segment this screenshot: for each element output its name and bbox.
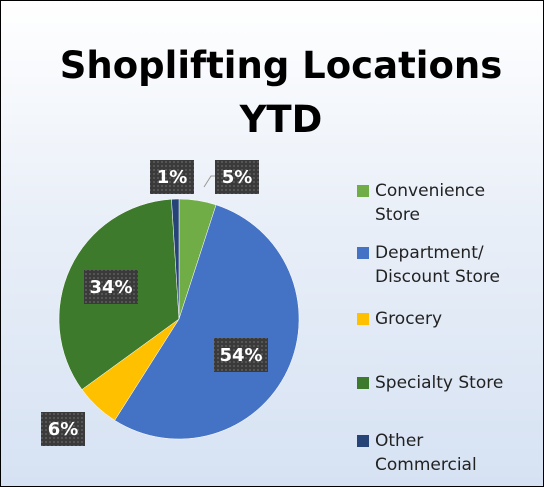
data-label-box xyxy=(84,270,138,304)
data-label: 6% xyxy=(48,419,79,440)
legend-swatch xyxy=(357,185,369,197)
legend-label: Grocery xyxy=(375,309,443,329)
chart-title: Shoplifting Locations YTD xyxy=(59,44,503,141)
data-label: 1% xyxy=(157,167,188,188)
pie-slice xyxy=(114,204,300,440)
legend-label: Other Commercial xyxy=(375,431,477,475)
legend-swatch xyxy=(357,313,369,325)
legend-label: Convenience Store xyxy=(375,181,486,225)
data-label-box xyxy=(215,160,259,194)
legend-item: Convenience Store xyxy=(357,179,485,227)
data-label: 54% xyxy=(219,345,262,366)
legend-swatch xyxy=(357,247,369,259)
pie-slice xyxy=(171,198,180,320)
legend-label: Department/ Discount Store xyxy=(375,243,500,287)
legend-item: Other Commercial xyxy=(357,429,477,477)
data-label-box xyxy=(150,160,194,194)
legend-swatch xyxy=(357,435,369,447)
legend-item: Department/ Discount Store xyxy=(357,241,500,289)
data-label-box xyxy=(214,338,268,372)
data-label: 34% xyxy=(89,277,132,298)
data-label: 5% xyxy=(222,167,253,188)
legend-label: Specialty Store xyxy=(375,373,504,393)
data-label-box xyxy=(41,412,85,446)
legend-swatch xyxy=(357,377,369,389)
legend-item: Specialty Store xyxy=(357,371,503,395)
legend-item: Grocery xyxy=(357,307,442,331)
